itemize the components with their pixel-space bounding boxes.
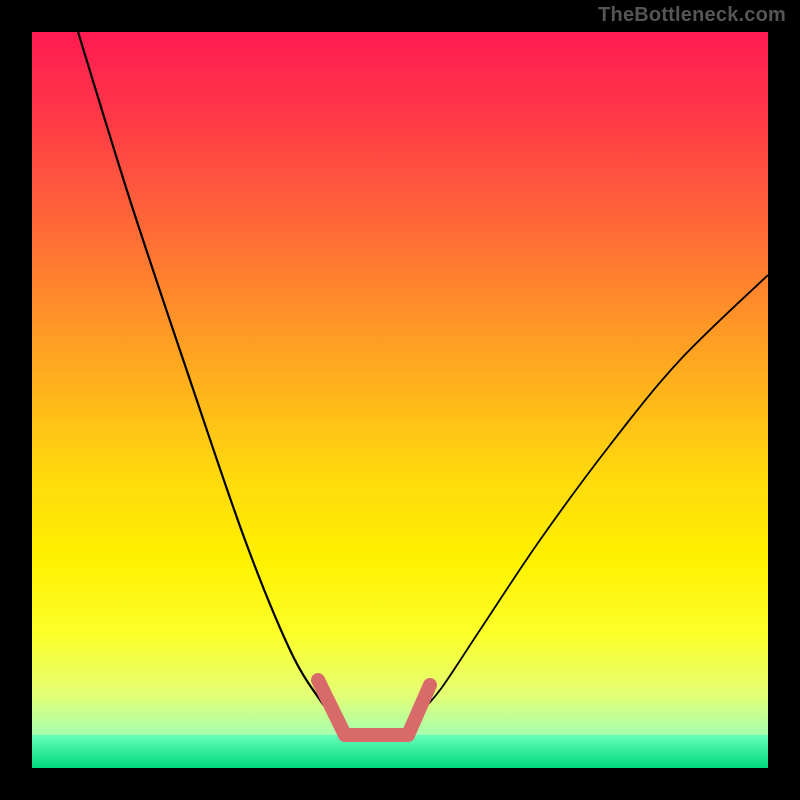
curve-right — [415, 275, 768, 718]
curve-left — [75, 32, 335, 718]
plot-area — [32, 32, 768, 768]
bottleneck-curve-overlay — [32, 32, 768, 768]
well-marker — [318, 680, 430, 735]
watermark-text: TheBottleneck.com — [598, 4, 786, 27]
